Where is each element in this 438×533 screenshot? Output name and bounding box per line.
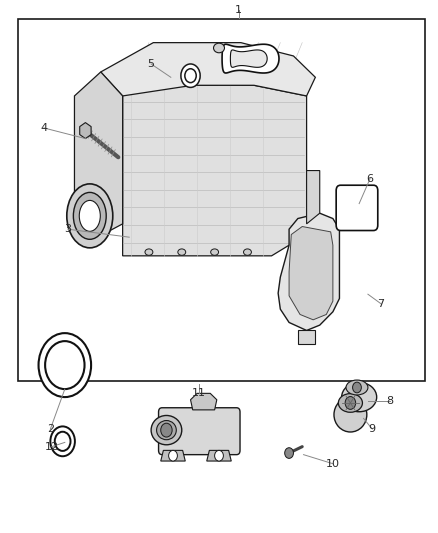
Polygon shape xyxy=(298,330,315,344)
Circle shape xyxy=(353,382,361,393)
Polygon shape xyxy=(101,43,315,96)
Text: 9: 9 xyxy=(369,424,376,434)
Polygon shape xyxy=(222,44,279,73)
Polygon shape xyxy=(207,450,231,461)
Circle shape xyxy=(169,450,177,461)
Ellipse shape xyxy=(342,383,377,411)
Circle shape xyxy=(39,333,91,397)
Circle shape xyxy=(181,64,200,87)
Ellipse shape xyxy=(338,393,363,413)
Circle shape xyxy=(161,423,172,437)
Ellipse shape xyxy=(334,398,367,432)
Circle shape xyxy=(215,450,223,461)
Polygon shape xyxy=(289,227,333,320)
Text: 8: 8 xyxy=(386,396,393,406)
Circle shape xyxy=(45,341,85,389)
Text: 1: 1 xyxy=(235,5,242,14)
Text: 11: 11 xyxy=(192,388,206,398)
Circle shape xyxy=(285,448,293,458)
Ellipse shape xyxy=(244,249,251,255)
Circle shape xyxy=(55,432,71,451)
Text: 3: 3 xyxy=(64,224,71,234)
Ellipse shape xyxy=(67,184,113,248)
Ellipse shape xyxy=(214,43,224,53)
Ellipse shape xyxy=(79,200,100,231)
Polygon shape xyxy=(230,50,267,67)
Ellipse shape xyxy=(151,416,182,445)
Text: 4: 4 xyxy=(40,123,47,133)
Text: 12: 12 xyxy=(45,442,59,451)
Ellipse shape xyxy=(73,192,106,239)
Bar xyxy=(18,19,425,381)
Text: 10: 10 xyxy=(326,459,340,469)
FancyBboxPatch shape xyxy=(159,408,240,455)
FancyBboxPatch shape xyxy=(336,185,378,230)
Ellipse shape xyxy=(145,249,153,255)
Ellipse shape xyxy=(157,421,176,440)
Polygon shape xyxy=(191,393,217,410)
Circle shape xyxy=(50,426,75,456)
Polygon shape xyxy=(161,450,185,461)
Ellipse shape xyxy=(211,249,219,255)
Polygon shape xyxy=(307,171,320,224)
Polygon shape xyxy=(278,213,339,330)
Ellipse shape xyxy=(346,380,368,395)
Text: 2: 2 xyxy=(47,424,54,434)
Polygon shape xyxy=(123,85,307,256)
Circle shape xyxy=(345,397,356,409)
Polygon shape xyxy=(74,72,123,243)
Text: 6: 6 xyxy=(367,174,374,183)
Circle shape xyxy=(185,69,196,83)
Ellipse shape xyxy=(178,249,186,255)
Polygon shape xyxy=(80,123,91,139)
Text: 5: 5 xyxy=(148,59,155,69)
Text: 7: 7 xyxy=(378,299,385,309)
